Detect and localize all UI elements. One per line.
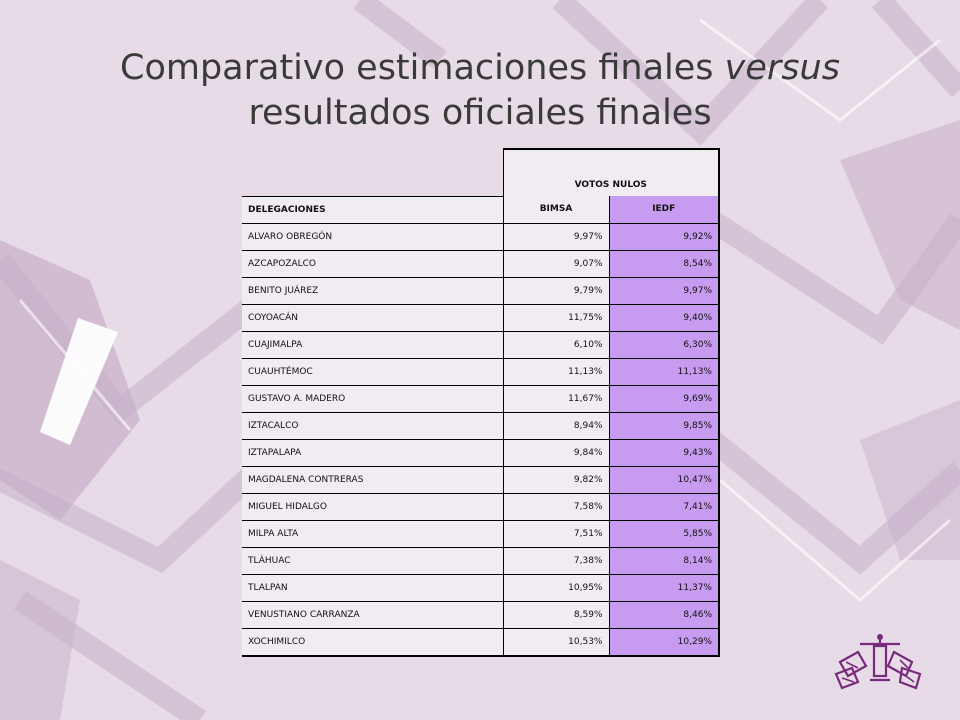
- cell-bimsa: 8,94%: [502, 412, 609, 440]
- ballot-box-logo: [834, 634, 922, 690]
- cell-bimsa: 11,75%: [502, 304, 609, 332]
- title-part2: resultados oficiales finales: [248, 93, 712, 133]
- cell-iedf: 9,97%: [608, 277, 720, 305]
- cell-delegacion: TLÁHUAC: [242, 547, 503, 575]
- cell-iedf: 8,54%: [608, 250, 720, 278]
- cell-iedf: 8,46%: [608, 601, 720, 629]
- cell-delegacion: MIGUEL HIDALGO: [242, 493, 503, 521]
- table-row: BENITO JUÁREZ 9,79% 9,97%: [242, 277, 720, 305]
- cell-bimsa: 11,67%: [502, 385, 609, 413]
- table-row: TLÁHUAC 7,38% 8,14%: [242, 547, 720, 575]
- cell-delegacion: TLALPAN: [242, 574, 503, 602]
- cell-delegacion: AZCAPOZALCO: [242, 250, 503, 278]
- cell-iedf: 6,30%: [608, 331, 720, 359]
- cell-delegacion: IZTACALCO: [242, 412, 503, 440]
- group-header-votos-nulos: VOTOS NULOS: [502, 148, 720, 196]
- cell-iedf: 11,37%: [608, 574, 720, 602]
- cell-iedf: 9,92%: [608, 223, 720, 251]
- cell-iedf: 8,14%: [608, 547, 720, 575]
- cell-bimsa: 9,82%: [502, 466, 609, 494]
- cell-delegacion: CUAJIMALPA: [242, 331, 503, 359]
- cell-bimsa: 9,79%: [502, 277, 609, 305]
- cell-delegacion: GUSTAVO A. MADERO: [242, 385, 503, 413]
- cell-delegacion: COYOACÁN: [242, 304, 503, 332]
- title-italic-word: versus: [724, 48, 840, 88]
- cell-delegacion: ALVARO OBREGÓN: [242, 223, 503, 251]
- cell-iedf: 7,41%: [608, 493, 720, 521]
- cell-delegacion: CUAUHTÉMOC: [242, 358, 503, 386]
- cell-bimsa: 7,58%: [502, 493, 609, 521]
- table-row: TLALPAN 10,95% 11,37%: [242, 574, 720, 602]
- cell-iedf: 9,85%: [608, 412, 720, 440]
- table-row: COYOACÁN 11,75% 9,40%: [242, 304, 720, 332]
- table-row: MAGDALENA CONTRERAS 9,82% 10,47%: [242, 466, 720, 494]
- cell-bimsa: 6,10%: [502, 331, 609, 359]
- cell-bimsa: 11,13%: [502, 358, 609, 386]
- cell-bimsa: 9,97%: [502, 223, 609, 251]
- table-row: MIGUEL HIDALGO 7,58% 7,41%: [242, 493, 720, 521]
- col-header-bimsa: BIMSA: [502, 196, 609, 224]
- cell-bimsa: 10,95%: [502, 574, 609, 602]
- cell-delegacion: IZTAPALAPA: [242, 439, 503, 467]
- page-title: Comparativo estimaciones finales versus …: [60, 46, 900, 136]
- cell-bimsa: 9,84%: [502, 439, 609, 467]
- cell-delegacion: MILPA ALTA: [242, 520, 503, 548]
- cell-delegacion: BENITO JUÁREZ: [242, 277, 503, 305]
- table-group-header-row: VOTOS NULOS: [242, 148, 720, 197]
- table-row: CUAJIMALPA 6,10% 6,30%: [242, 331, 720, 359]
- table-row: GUSTAVO A. MADERO 11,67% 9,69%: [242, 385, 720, 413]
- table-row: CUAUHTÉMOC 11,13% 11,13%: [242, 358, 720, 386]
- cell-delegacion: MAGDALENA CONTRERAS: [242, 466, 503, 494]
- cell-bimsa: 9,07%: [502, 250, 609, 278]
- cell-bimsa: 7,38%: [502, 547, 609, 575]
- cell-bimsa: 8,59%: [502, 601, 609, 629]
- votos-nulos-table: VOTOS NULOS DELEGACIONES BIMSA IEDF ALVA…: [242, 148, 720, 657]
- cell-iedf: 5,85%: [608, 520, 720, 548]
- cell-delegacion: XOCHIMILCO: [242, 628, 503, 657]
- cell-iedf: 9,40%: [608, 304, 720, 332]
- cell-iedf: 9,69%: [608, 385, 720, 413]
- cell-iedf: 11,13%: [608, 358, 720, 386]
- table-row: VENUSTIANO CARRANZA 8,59% 8,46%: [242, 601, 720, 629]
- col-header-delegaciones: DELEGACIONES: [242, 196, 503, 224]
- table-row: IZTACALCO 8,94% 9,85%: [242, 412, 720, 440]
- title-part1: Comparativo estimaciones finales: [120, 48, 725, 88]
- cell-bimsa: 7,51%: [502, 520, 609, 548]
- table-row: ALVARO OBREGÓN 9,97% 9,92%: [242, 223, 720, 251]
- cell-iedf: 10,29%: [608, 628, 720, 657]
- table-header-row: DELEGACIONES BIMSA IEDF: [242, 196, 720, 224]
- cell-iedf: 10,47%: [608, 466, 720, 494]
- cell-delegacion: VENUSTIANO CARRANZA: [242, 601, 503, 629]
- cell-iedf: 9,43%: [608, 439, 720, 467]
- table-row: XOCHIMILCO 10,53% 10,29%: [242, 628, 720, 657]
- table-row: MILPA ALTA 7,51% 5,85%: [242, 520, 720, 548]
- table-row: AZCAPOZALCO 9,07% 8,54%: [242, 250, 720, 278]
- table-row: IZTAPALAPA 9,84% 9,43%: [242, 439, 720, 467]
- cell-bimsa: 10,53%: [502, 628, 609, 657]
- col-header-iedf: IEDF: [608, 196, 720, 224]
